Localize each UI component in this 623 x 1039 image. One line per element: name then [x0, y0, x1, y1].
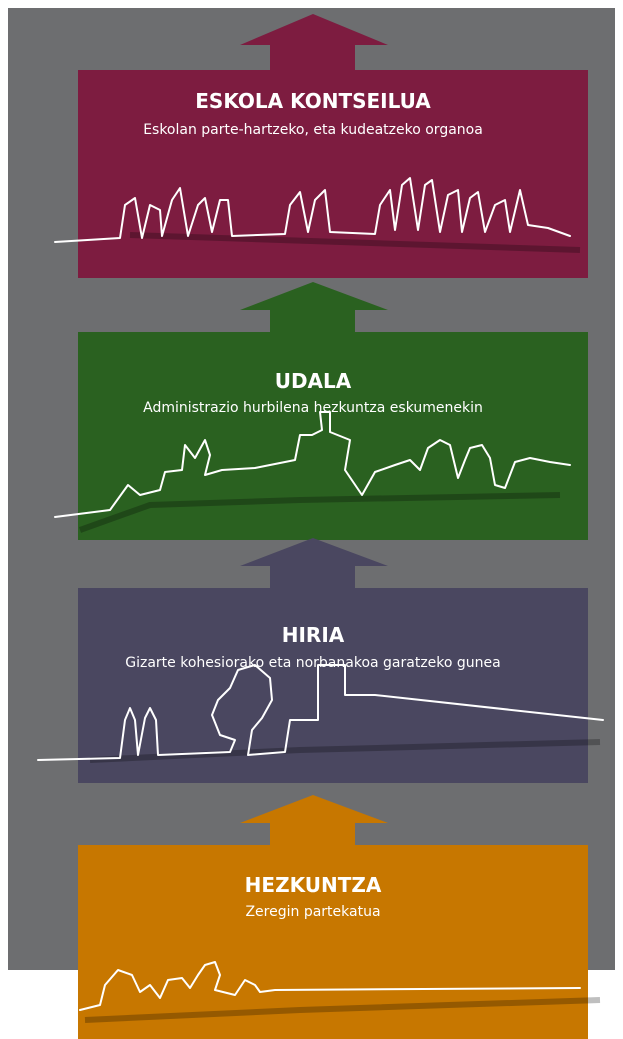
level-title: HEZKUNTZA [245, 873, 382, 897]
level-title: UDALA [275, 369, 352, 393]
level-subtitle: Zeregin partekatua [245, 904, 380, 920]
level-box [78, 588, 588, 783]
level-subtitle: Gizarte kohesiorako eta norbanakoa garat… [125, 655, 501, 671]
level-subtitle: Eskolan parte-hartzeko, eta kudeatzeko o… [143, 122, 483, 138]
level-subtitle: Administrazio hurbilena hezkuntza eskume… [143, 400, 483, 416]
level-title: ESKOLA KONTSEILUA [195, 89, 431, 113]
level-title: HIRIA [282, 623, 345, 647]
diagram: ESKOLA KONTSEILUA Eskolan parte-hartzeko… [0, 0, 623, 1039]
level-box [78, 332, 588, 540]
